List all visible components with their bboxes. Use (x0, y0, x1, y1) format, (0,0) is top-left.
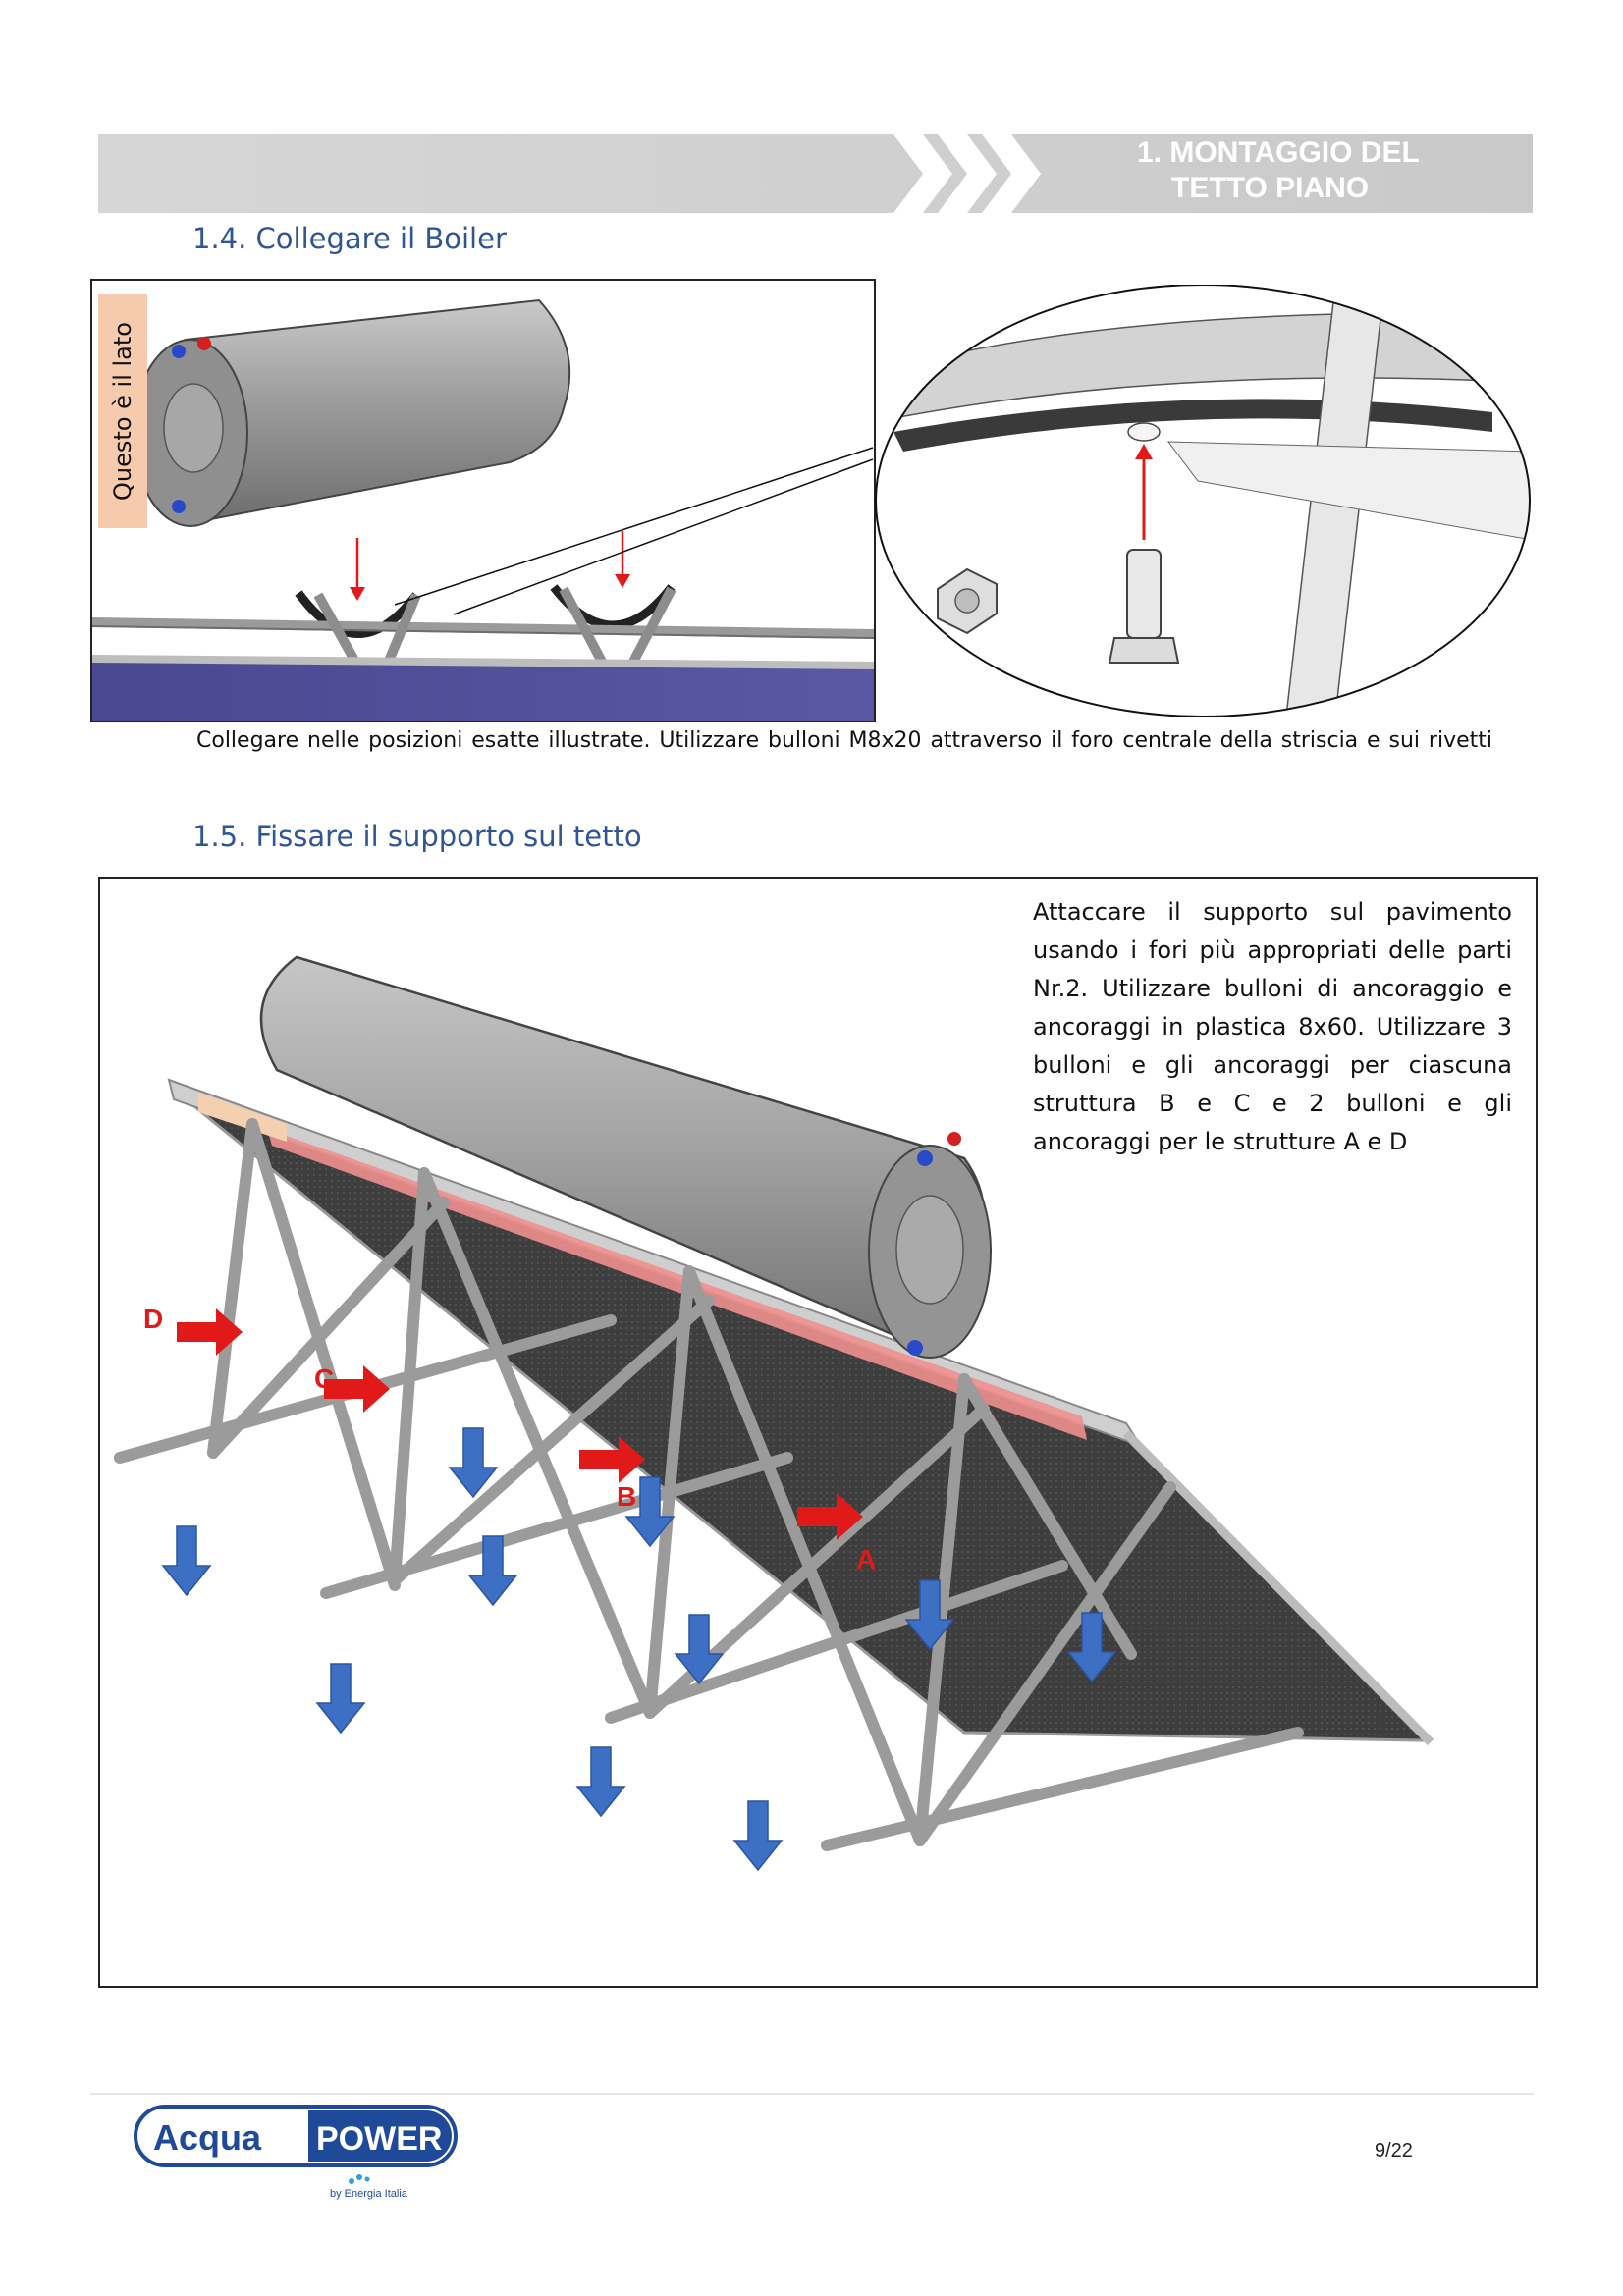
structure-label-c: C (314, 1363, 335, 1394)
section-heading-1-4: 1.4. Collegare il Boiler (192, 222, 507, 255)
chapter-title-line1: 1. MONTAGGIO DEL (1137, 136, 1420, 169)
boiler-on-frame-illustration (92, 298, 874, 721)
footer-divider (90, 2093, 1534, 2095)
structure-label-b: B (617, 1481, 637, 1512)
side-label-box: Questo è il lato (98, 294, 147, 528)
boiler-connection-figure (90, 279, 876, 722)
logo-word-power: POWER (316, 2120, 442, 2158)
header-chevron-icons (893, 134, 1041, 213)
roof-fixing-figure: D C B A (98, 877, 1538, 1988)
side-label-text: Questo è il lato (109, 322, 136, 501)
page-number: 9/22 (1375, 2140, 1413, 2162)
solar-heater-assembly-illustration (114, 955, 1434, 1872)
chapter-title-line2: TETTO PIANO (1171, 172, 1370, 204)
section-1-5-instructions: Attaccare il supporto sul pavimento usan… (1033, 898, 1512, 1155)
logo-subtitle: by Energia Italia (330, 2188, 408, 2200)
section-1-4-caption: Collegare nelle posizioni esatte illustr… (196, 728, 1492, 753)
bolt-detail-zoom-illustration (875, 285, 1531, 717)
section-heading-1-5: 1.5. Fissare il supporto sul tetto (192, 820, 642, 853)
header-band (98, 134, 1533, 213)
acqua-power-logo: Acqua POWER by Energia Italia (134, 2101, 467, 2209)
structure-label-d: D (143, 1304, 164, 1334)
structure-label-a: A (856, 1544, 877, 1575)
logo-word-acqua: Acqua (153, 2117, 262, 2158)
chapter-title: 1. MONTAGGIO DEL TETTO PIANO (1041, 135, 1522, 212)
